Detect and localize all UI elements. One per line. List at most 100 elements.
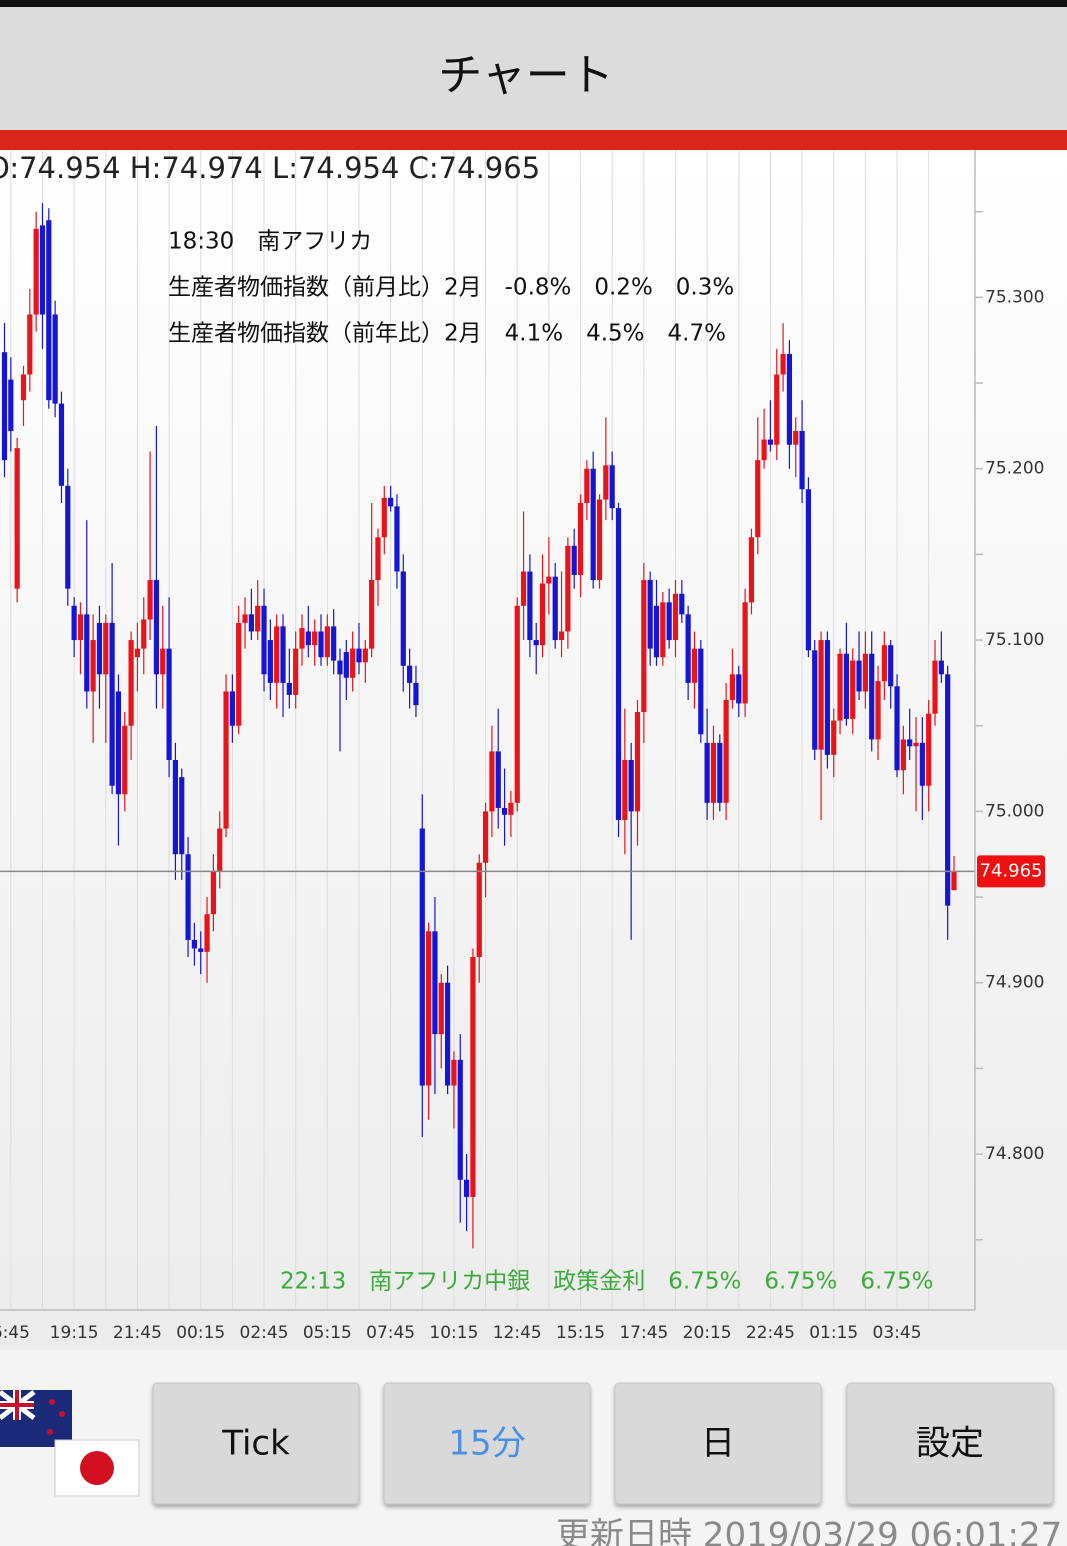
candle-body [875,681,881,740]
candle-body [723,700,729,803]
ohlc-label: O:74.954 H:74.974 L:74.954 C:74.965 [0,151,540,185]
candle-body [362,648,368,663]
button-face[interactable] [846,1382,1054,1505]
candle-body [685,614,691,683]
y-tick-label: 75.200 [985,459,1044,479]
candle-body [356,648,362,663]
button-label[interactable]: 15分 [448,1424,525,1464]
candle-body [46,220,52,401]
x-tick-label: 12:45 [493,1323,542,1343]
candle-body [172,759,179,855]
button[interactable]: 日 [614,1382,822,1505]
candle-body [489,751,495,812]
candle-body [166,648,172,760]
candle-body [274,626,280,683]
candle-body [122,725,128,795]
candle-body [647,580,653,649]
candle-body [793,431,799,445]
event-note: 22:13 南アフリカ中銀 政策金利 6.75% 6.75% 6.75% [280,1269,933,1295]
header-bar [0,7,1067,130]
x-tick-label: 07:45 [366,1323,415,1343]
candle-body [552,576,558,641]
candle-body [603,465,609,500]
candle-body [381,497,387,538]
candle-body [463,1179,470,1197]
button[interactable]: 設定 [846,1382,1054,1505]
button-label[interactable]: 日 [701,1424,735,1464]
x-tick-label: 21:45 [113,1323,162,1343]
candle-body [653,605,660,658]
candle-body [350,648,356,678]
candle-body [837,653,843,721]
candle-body [919,742,925,786]
candle-body [198,948,204,952]
candle-body [742,602,748,704]
flag-cross [0,1390,34,1420]
candle-body [843,653,849,719]
candle-body [445,982,451,1086]
flag-star [47,1429,53,1435]
flag-star [49,1399,55,1405]
candle-body [337,660,343,675]
x-tick-label: 03:45 [873,1323,922,1343]
x-tick-label: 6:45 [0,1323,30,1343]
button[interactable]: 15分 [383,1382,591,1505]
candle-body [628,759,634,812]
y-tick-label: 75.000 [985,801,1044,821]
candle-body [312,631,318,646]
candle-body [634,712,641,812]
candle-body [704,742,710,803]
candle-body [71,605,77,641]
candle-body [8,379,14,432]
candle-body [1,352,8,461]
candle-body [558,631,565,641]
button-label[interactable]: Tick [221,1424,290,1464]
button-face[interactable] [383,1382,591,1505]
candle-body [900,739,906,771]
x-tick-label: 00:15 [176,1323,225,1343]
y-tick-label: 75.300 [985,287,1044,307]
button-face[interactable] [614,1382,822,1505]
header-title: チャート [438,50,614,101]
candle-body [84,614,90,692]
candle-body [223,691,229,829]
candle-body [179,777,185,855]
candle-body [242,614,248,623]
y-tick-label: 75.100 [985,630,1044,650]
candle-body [65,485,71,589]
candle-body [229,691,235,726]
candle-body [369,580,375,649]
button[interactable]: Tick [152,1382,360,1505]
candle-body [805,489,812,651]
candle-body [293,648,299,695]
candle-body [786,353,793,445]
last-price-box [977,855,1045,888]
candle-body [90,640,96,692]
x-tick-label: 22:45 [746,1323,795,1343]
candle-body [388,497,394,507]
candle-body [565,545,571,632]
candle-body [615,508,622,820]
candle-body [14,448,20,589]
status-bar [0,0,1067,7]
button-label[interactable]: 設定 [916,1424,984,1464]
candle-body [571,545,577,575]
candle-body [375,537,381,581]
candle-body [609,465,615,509]
candle-body [457,1059,463,1180]
candle-body [546,576,552,584]
candle-body [767,439,774,445]
candle-body [394,506,400,572]
candle-body [20,374,27,401]
plot [0,150,975,1310]
nz-flag [0,1390,72,1447]
x-tick-label: 02:45 [240,1323,289,1343]
candle-body [577,502,584,575]
button-face[interactable] [152,1382,360,1505]
candle-body [831,720,837,755]
candle-body [907,739,913,747]
candle-body [103,622,109,675]
y-tick-label: 74.800 [985,1144,1044,1164]
candle-body [698,648,704,735]
